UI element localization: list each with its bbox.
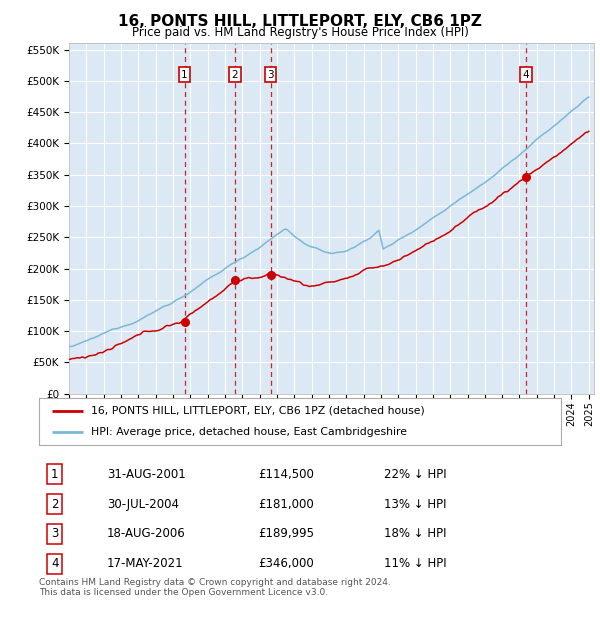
- Text: 2: 2: [51, 498, 58, 510]
- Text: Price paid vs. HM Land Registry's House Price Index (HPI): Price paid vs. HM Land Registry's House …: [131, 26, 469, 39]
- Text: HPI: Average price, detached house, East Cambridgeshire: HPI: Average price, detached house, East…: [91, 427, 407, 437]
- Text: £346,000: £346,000: [258, 557, 314, 570]
- Text: 18% ↓ HPI: 18% ↓ HPI: [383, 528, 446, 540]
- Text: 16, PONTS HILL, LITTLEPORT, ELY, CB6 1PZ (detached house): 16, PONTS HILL, LITTLEPORT, ELY, CB6 1PZ…: [91, 405, 425, 415]
- Text: 2: 2: [232, 69, 238, 80]
- Text: 31-AUG-2001: 31-AUG-2001: [107, 468, 185, 481]
- Text: 3: 3: [267, 69, 274, 80]
- Text: £189,995: £189,995: [258, 528, 314, 540]
- Text: 1: 1: [51, 468, 58, 481]
- Text: 3: 3: [51, 528, 58, 540]
- Text: 4: 4: [523, 69, 529, 80]
- Text: 1: 1: [181, 69, 188, 80]
- Text: 4: 4: [51, 557, 58, 570]
- Text: 16, PONTS HILL, LITTLEPORT, ELY, CB6 1PZ: 16, PONTS HILL, LITTLEPORT, ELY, CB6 1PZ: [118, 14, 482, 29]
- Text: 17-MAY-2021: 17-MAY-2021: [107, 557, 184, 570]
- Text: 13% ↓ HPI: 13% ↓ HPI: [383, 498, 446, 510]
- Text: 22% ↓ HPI: 22% ↓ HPI: [383, 468, 446, 481]
- Text: 18-AUG-2006: 18-AUG-2006: [107, 528, 185, 540]
- Text: Contains HM Land Registry data © Crown copyright and database right 2024.
This d: Contains HM Land Registry data © Crown c…: [39, 578, 391, 597]
- Text: £181,000: £181,000: [258, 498, 314, 510]
- Text: £114,500: £114,500: [258, 468, 314, 481]
- Text: 11% ↓ HPI: 11% ↓ HPI: [383, 557, 446, 570]
- Text: 30-JUL-2004: 30-JUL-2004: [107, 498, 179, 510]
